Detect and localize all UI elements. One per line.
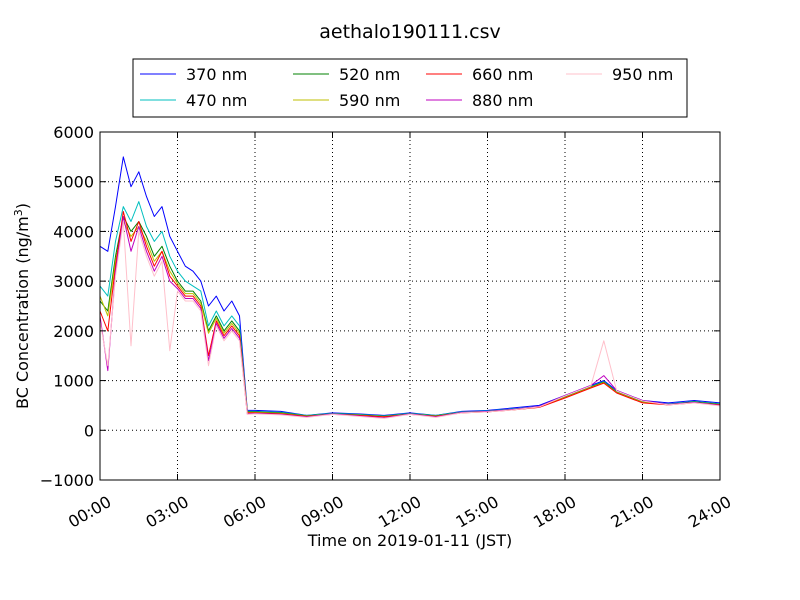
legend-label: 660 nm [472, 65, 533, 84]
x-tick-label: 21:00 [607, 492, 656, 532]
y-axis-label-superscript: 3 [12, 209, 25, 216]
y-tick-label: 4000 [53, 222, 94, 241]
y-tick-label: 0 [84, 421, 94, 440]
series-group [99, 156, 721, 419]
y-axis-ticks: −1000 0 1000 2000 3000 4000 5000 6000 [40, 123, 720, 490]
x-tick-label: 00:00 [65, 492, 114, 532]
legend-label: 950 nm [612, 65, 673, 84]
y-tick-label: 3000 [53, 272, 94, 291]
x-tick-label: 15:00 [452, 492, 501, 532]
x-tick-label: 03:00 [142, 492, 191, 532]
x-axis-label: Time on 2019-01-11 (JST) [307, 531, 512, 550]
y-tick-label: 5000 [53, 173, 94, 192]
y-tick-label: 1000 [53, 372, 94, 391]
x-axis-ticks: 00:00 03:00 06:00 09:00 12:00 15:00 18:00 21:00… [65, 132, 734, 532]
y-tick-label: 2000 [53, 322, 94, 341]
grid [100, 132, 720, 480]
legend-label: 370 nm [186, 65, 247, 84]
y-axis-label: BC Concentration (ng/m3) [12, 203, 32, 409]
y-axis-label-main: BC Concentration (ng/m [13, 216, 32, 409]
x-tick-label: 06:00 [220, 492, 269, 532]
legend-box [132, 58, 688, 118]
series-line-880-nm [99, 216, 721, 419]
legend-label: 880 nm [472, 91, 533, 110]
x-tick-label: 09:00 [297, 492, 346, 532]
y-tick-label: 6000 [53, 123, 94, 142]
x-tick-label: 18:00 [530, 492, 579, 532]
x-tick-label: 12:00 [375, 492, 424, 532]
x-tick-label: 24:00 [685, 492, 734, 532]
chart-title: aethalo190111.csv [319, 21, 501, 43]
legend-label: 470 nm [186, 91, 247, 110]
series-line-950-nm [99, 221, 721, 419]
legend: 370 nm 470 nm 520 nm 590 nm 660 nm 880 nm 950 … [132, 58, 688, 118]
legend-label: 590 nm [339, 91, 400, 110]
y-axis-label-suffix: ) [13, 203, 32, 209]
y-tick-label: −1000 [40, 471, 94, 490]
series-line-590-nm [99, 221, 721, 418]
legend-label: 520 nm [339, 65, 400, 84]
series-line-660-nm [99, 211, 721, 418]
